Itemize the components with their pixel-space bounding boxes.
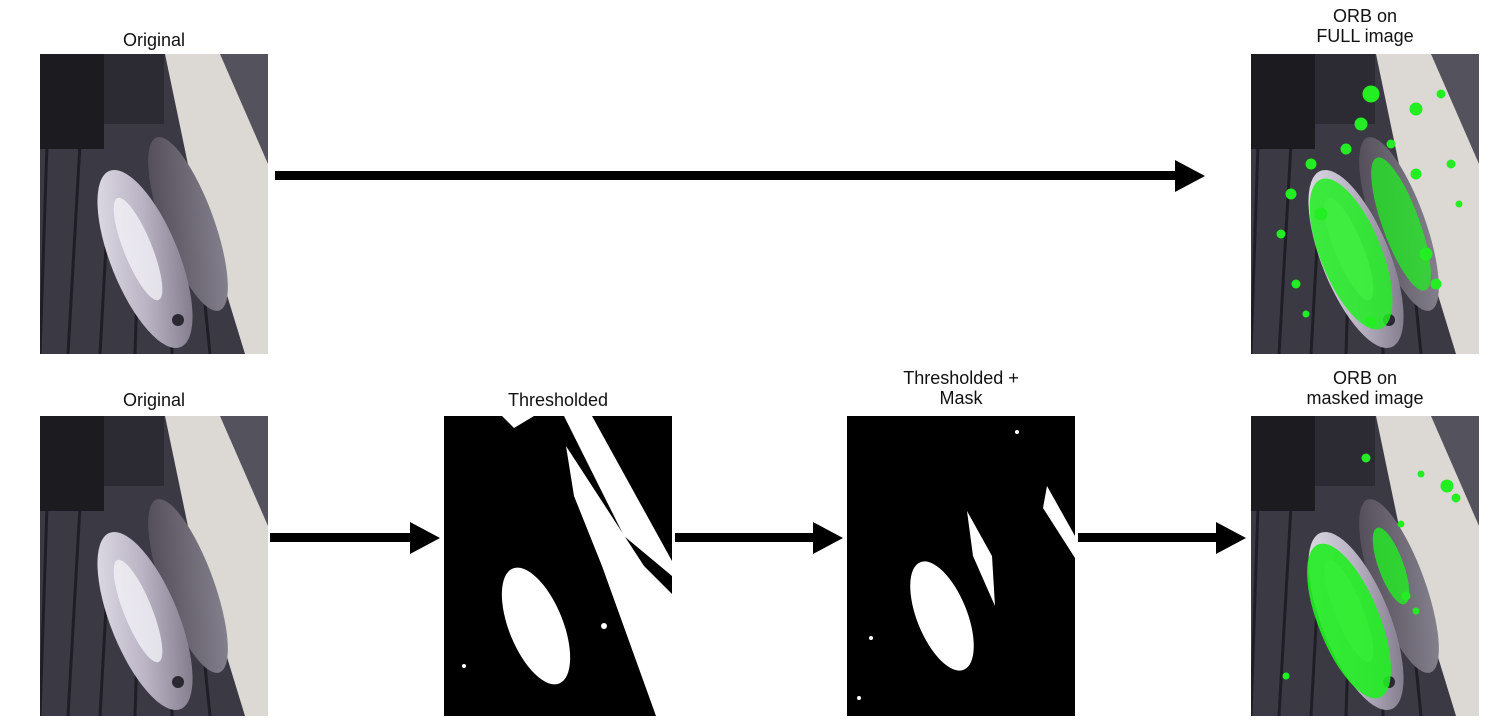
row2-mask-caption-line2: Mask	[939, 388, 983, 408]
row2-orb-masked-image	[1251, 416, 1479, 716]
row2-mask-caption-line1: Thresholded +	[903, 368, 1019, 388]
row1-orb-full-caption: ORB on FULL image	[1251, 6, 1479, 46]
row1-original-caption: Original	[122, 30, 186, 50]
row1-long-arrow	[275, 158, 1205, 194]
row2-thresholded-mask-caption: Thresholded + Mask	[847, 368, 1075, 408]
row1-orb-full-image	[1251, 54, 1479, 354]
row2-arrow-1	[270, 520, 440, 556]
row1-orb-caption-line2: FULL image	[1316, 26, 1414, 46]
row2-thresholded-caption: Thresholded	[507, 390, 609, 410]
row2-thresholded-mask-image	[847, 416, 1075, 716]
row2-original-caption: Original	[122, 390, 186, 410]
row2-arrow-3	[1078, 520, 1246, 556]
row1-orb-caption-line1: ORB on	[1332, 6, 1398, 26]
row2-orb-caption-line1: ORB on	[1332, 368, 1398, 388]
row1-original-image	[40, 54, 268, 354]
row2-arrow-2	[675, 520, 843, 556]
row2-thresholded-image	[444, 416, 672, 716]
row2-orb-masked-caption: ORB on masked image	[1251, 368, 1479, 408]
row2-orb-caption-line2: masked image	[1306, 388, 1424, 408]
row2-original-image	[40, 416, 268, 716]
